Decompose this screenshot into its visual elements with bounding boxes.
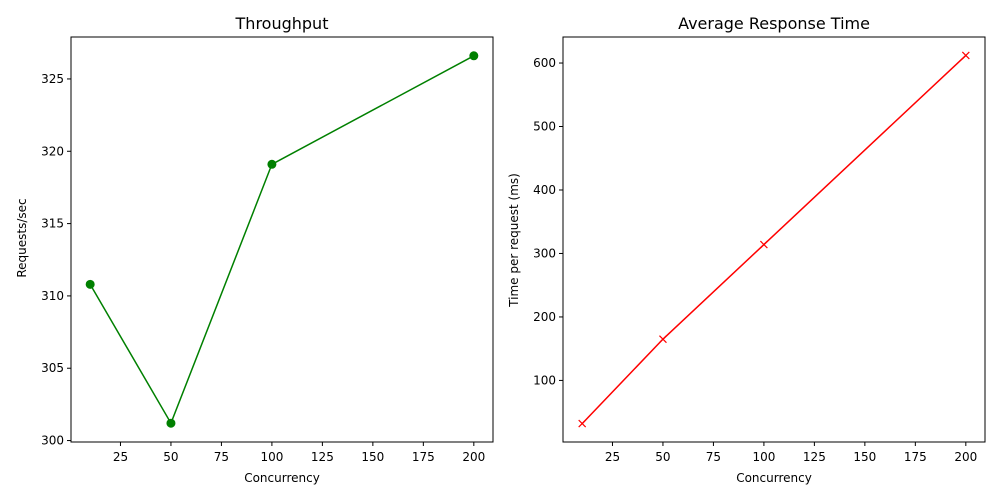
y-axis-label: Time per request (ms) — [507, 173, 521, 308]
y-tick-label: 600 — [533, 56, 556, 70]
data-point — [267, 159, 277, 169]
x-tick-label: 175 — [904, 450, 927, 464]
x-tick-label: 150 — [853, 450, 876, 464]
y-tick-label: 100 — [533, 373, 556, 387]
x-axis-label: Concurrency — [736, 471, 812, 485]
x-tick-label: 50 — [655, 450, 670, 464]
y-tick-label: 300 — [41, 434, 64, 448]
y-tick-label: 300 — [533, 246, 556, 260]
series-line — [581, 54, 967, 425]
y-axis-label: Requests/sec — [15, 198, 29, 277]
y-tick-label: 315 — [41, 217, 64, 231]
x-axis-label: Concurrency — [244, 471, 320, 485]
x-tick-label: 200 — [462, 450, 485, 464]
x-tick-label: 50 — [163, 450, 178, 464]
plot-frame — [562, 36, 986, 443]
chart-title: Throughput — [235, 14, 329, 33]
x-tick-label: 100 — [260, 450, 283, 464]
plot-frame — [70, 36, 494, 443]
y-tick-label: 310 — [41, 289, 64, 303]
x-tick-label: 75 — [214, 450, 229, 464]
y-tick-label: 200 — [533, 310, 556, 324]
data-point — [961, 51, 970, 60]
x-tick-label: 25 — [113, 450, 128, 464]
x-tick-label: 150 — [361, 450, 384, 464]
response-time-chart: Average Response Time Concurrency Time p… — [507, 14, 986, 485]
data-point — [166, 418, 176, 428]
x-tick-label: 125 — [311, 450, 334, 464]
data-point — [85, 279, 95, 289]
data-point — [759, 240, 768, 249]
y-tick-label: 305 — [41, 361, 64, 375]
data-point — [659, 335, 667, 344]
x-tick-label: 175 — [412, 450, 435, 464]
chart-title: Average Response Time — [678, 14, 870, 33]
y-tick-label: 400 — [533, 183, 556, 197]
y-tick-label: 325 — [41, 72, 64, 86]
series-line — [89, 55, 475, 425]
data-point — [578, 419, 587, 428]
x-tick-label: 75 — [706, 450, 721, 464]
data-point — [469, 51, 479, 61]
throughput-chart: Throughput Concurrency Requests/sec 25 50… — [15, 14, 494, 485]
x-tick-label: 100 — [752, 450, 775, 464]
x-tick-label: 125 — [803, 450, 826, 464]
y-tick-label: 320 — [41, 144, 64, 158]
x-tick-label: 200 — [954, 450, 977, 464]
y-tick-label: 500 — [533, 120, 556, 134]
x-tick-label: 25 — [605, 450, 620, 464]
